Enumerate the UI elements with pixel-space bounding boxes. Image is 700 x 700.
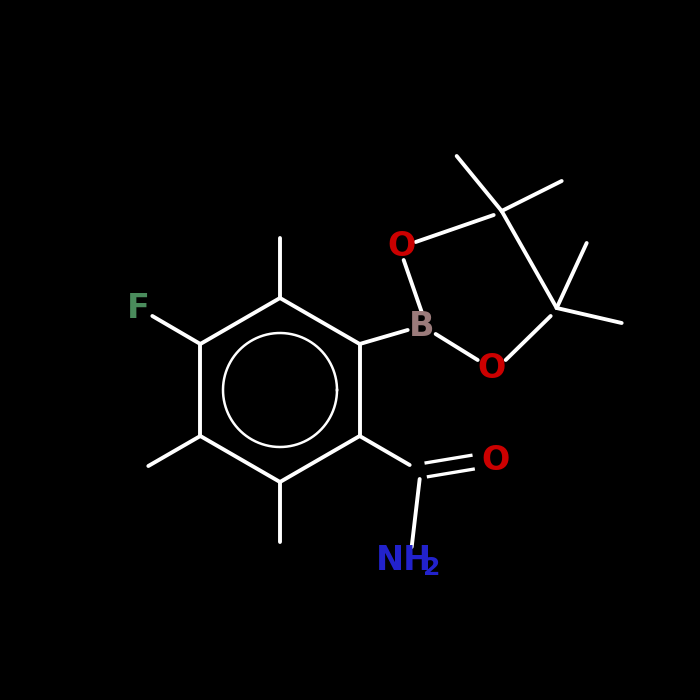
Text: NH: NH [376,545,432,578]
Text: O: O [477,351,506,384]
Text: O: O [482,444,510,477]
Text: O: O [388,230,416,262]
Text: F: F [127,291,150,325]
Text: B: B [409,309,435,342]
Text: 2: 2 [423,556,440,580]
